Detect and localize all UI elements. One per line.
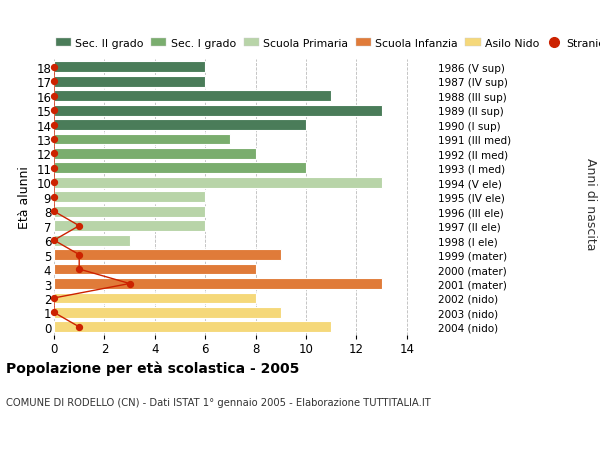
Bar (54, 91, 331, 102)
Legend: Sec. II grado, Sec. I grado, Scuola Primaria, Scuola Infanzia, Asilo Nido, Stran: Sec. II grado, Sec. I grado, Scuola Prim… (56, 39, 600, 49)
Bar (54, 134, 230, 145)
Bar (54, 279, 382, 289)
Point (74, 223, 84, 230)
Point (74, 266, 84, 273)
Bar (54, 308, 281, 318)
Bar (54, 235, 130, 246)
Text: COMUNE DI RODELLO (CN) - Dati ISTAT 1° gennaio 2005 - Elaborazione TUTTITALIA.IT: COMUNE DI RODELLO (CN) - Dati ISTAT 1° g… (6, 397, 431, 407)
Bar (54, 163, 306, 174)
Point (49, 309, 59, 316)
Point (49, 208, 59, 215)
Point (125, 280, 134, 287)
Point (49, 237, 59, 244)
Point (49, 151, 59, 158)
Text: Popolazione per età scolastica - 2005: Popolazione per età scolastica - 2005 (6, 360, 299, 375)
Bar (54, 120, 306, 131)
Bar (54, 322, 331, 333)
Point (49, 295, 59, 302)
Bar (54, 62, 205, 73)
Bar (54, 250, 281, 260)
Bar (54, 207, 205, 217)
Text: Anni di nascita: Anni di nascita (584, 158, 597, 251)
Bar (54, 178, 382, 188)
Point (49, 165, 59, 172)
Bar (54, 77, 205, 87)
Point (49, 179, 59, 187)
Bar (54, 106, 382, 116)
Bar (54, 149, 256, 160)
Bar (54, 221, 205, 232)
Point (49, 78, 59, 86)
Point (74, 252, 84, 259)
Point (49, 93, 59, 100)
Point (49, 64, 59, 71)
Bar (54, 192, 205, 203)
Bar (54, 293, 256, 304)
Y-axis label: Età alunni: Età alunni (17, 166, 31, 229)
Bar (54, 264, 256, 275)
Point (49, 136, 59, 143)
Point (74, 324, 84, 331)
Point (49, 194, 59, 201)
Point (49, 107, 59, 115)
Point (49, 122, 59, 129)
